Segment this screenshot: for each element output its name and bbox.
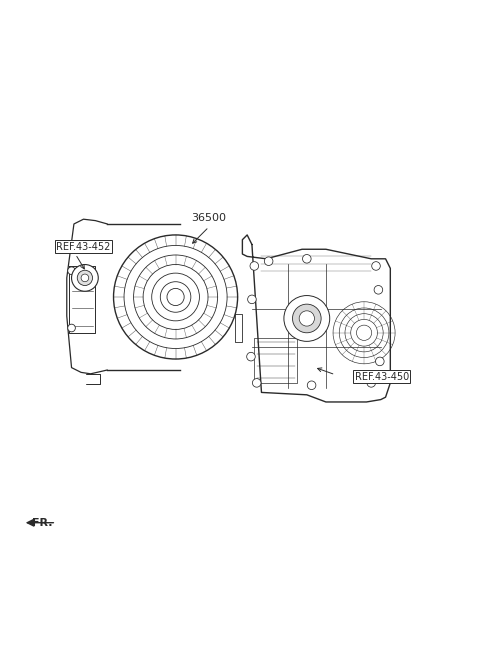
Circle shape xyxy=(307,381,316,390)
Circle shape xyxy=(284,296,330,341)
Circle shape xyxy=(292,304,321,333)
Circle shape xyxy=(372,262,380,270)
Circle shape xyxy=(248,295,256,304)
Circle shape xyxy=(81,274,89,281)
Polygon shape xyxy=(242,235,390,402)
Circle shape xyxy=(247,352,255,361)
Circle shape xyxy=(367,379,375,387)
Text: REF.43-452: REF.43-452 xyxy=(56,242,111,252)
Circle shape xyxy=(68,324,75,332)
Circle shape xyxy=(250,262,259,270)
Circle shape xyxy=(68,267,75,275)
Circle shape xyxy=(77,270,93,285)
Circle shape xyxy=(72,264,98,291)
Text: FR.: FR. xyxy=(33,518,53,527)
Circle shape xyxy=(375,357,384,365)
Text: 36500: 36500 xyxy=(192,213,227,223)
Circle shape xyxy=(302,255,311,263)
Circle shape xyxy=(299,311,314,326)
Text: REF.43-450: REF.43-450 xyxy=(355,372,409,382)
Circle shape xyxy=(374,285,383,294)
Circle shape xyxy=(264,257,273,266)
Circle shape xyxy=(252,379,261,387)
Polygon shape xyxy=(235,314,242,342)
